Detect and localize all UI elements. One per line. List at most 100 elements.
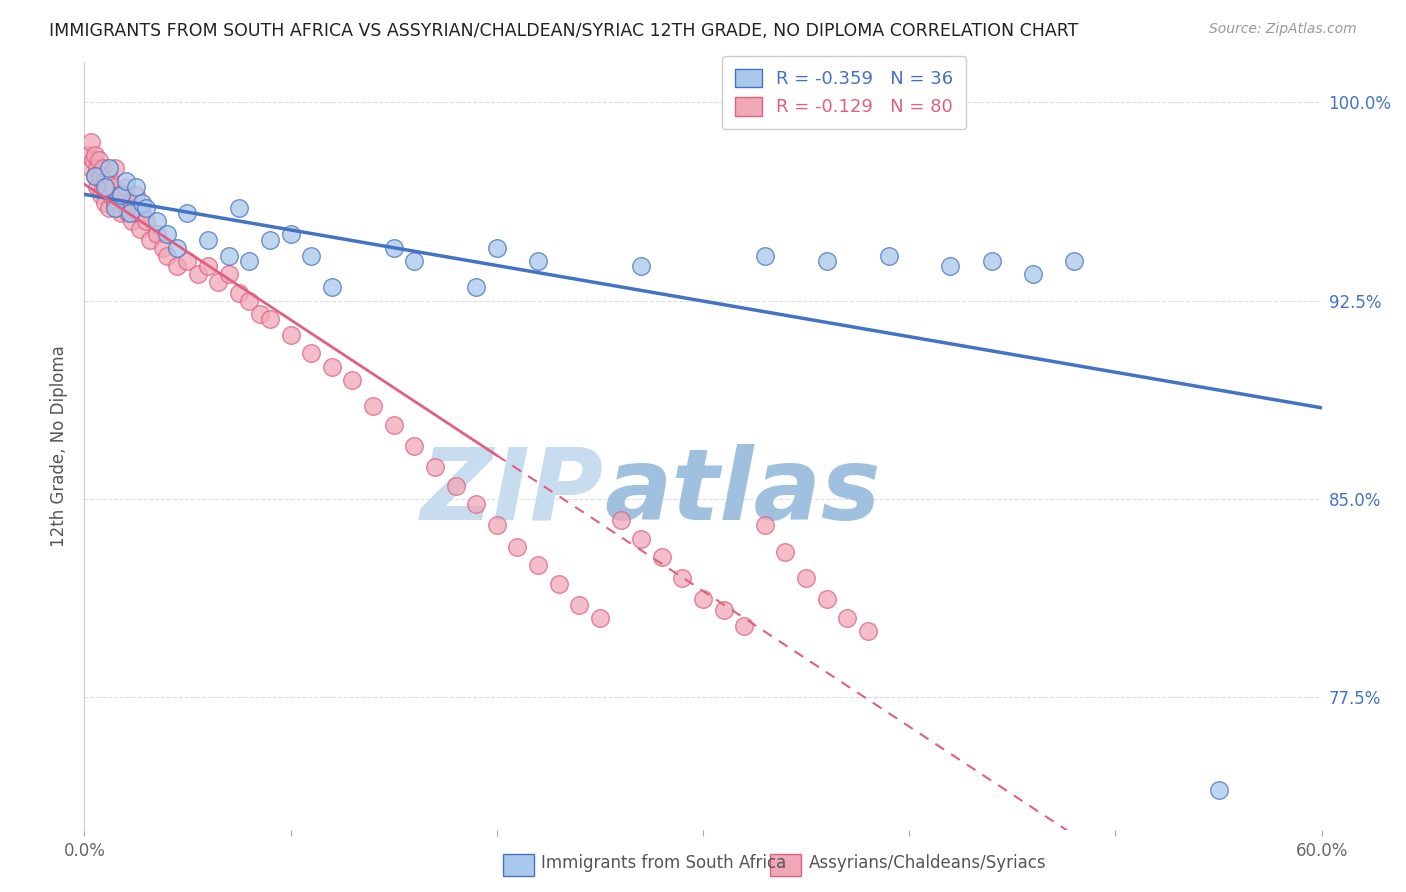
Point	[118, 206, 141, 220]
Point	[197, 259, 219, 273]
Point	[166, 259, 188, 273]
Point	[423, 460, 446, 475]
Point	[1063, 253, 1085, 268]
Point	[218, 267, 240, 281]
Point	[259, 233, 281, 247]
Point	[187, 267, 209, 281]
Point	[404, 439, 426, 453]
Point	[176, 253, 198, 268]
Point	[238, 293, 260, 308]
Point	[110, 206, 132, 220]
Point	[114, 174, 136, 188]
Point	[609, 513, 631, 527]
Point	[630, 532, 652, 546]
Point	[568, 598, 591, 612]
Point	[1208, 783, 1230, 797]
Y-axis label: 12th Grade, No Diploma: 12th Grade, No Diploma	[51, 345, 69, 547]
Point	[87, 169, 110, 184]
Point	[94, 195, 117, 210]
Point	[980, 253, 1002, 268]
Point	[91, 179, 114, 194]
Point	[98, 161, 121, 176]
Point	[79, 135, 101, 149]
Point	[91, 161, 114, 176]
Point	[83, 169, 105, 184]
Point	[94, 179, 117, 194]
Point	[108, 187, 131, 202]
Point	[259, 312, 281, 326]
Point	[877, 248, 900, 262]
Text: Immigrants from South Africa: Immigrants from South Africa	[541, 855, 786, 872]
Point	[104, 201, 127, 215]
Point	[125, 179, 148, 194]
Point	[90, 169, 112, 184]
Point	[692, 592, 714, 607]
Point	[465, 497, 488, 511]
Point	[156, 248, 179, 262]
Point	[122, 201, 145, 215]
Point	[218, 248, 240, 262]
Point	[321, 359, 343, 374]
Point	[135, 201, 157, 215]
Point	[589, 611, 612, 625]
Point	[837, 611, 859, 625]
Point	[145, 214, 167, 228]
Point	[342, 373, 364, 387]
Point	[382, 417, 405, 432]
Point	[77, 148, 100, 162]
Point	[547, 576, 569, 591]
Point	[815, 592, 838, 607]
Point	[404, 253, 426, 268]
Point	[94, 174, 117, 188]
Point	[103, 179, 125, 194]
Point	[131, 206, 153, 220]
Point	[299, 346, 322, 360]
Text: IMMIGRANTS FROM SOUTH AFRICA VS ASSYRIAN/CHALDEAN/SYRIAC 12TH GRADE, NO DIPLOMA : IMMIGRANTS FROM SOUTH AFRICA VS ASSYRIAN…	[49, 22, 1078, 40]
Point	[280, 327, 302, 342]
Point	[299, 248, 322, 262]
Point	[713, 603, 735, 617]
Point	[249, 307, 271, 321]
Point	[156, 227, 179, 242]
Point	[83, 148, 105, 162]
Point	[117, 206, 139, 220]
Point	[86, 179, 108, 194]
Point	[754, 518, 776, 533]
Point	[125, 187, 148, 202]
Point	[135, 214, 157, 228]
Point	[112, 195, 135, 210]
Point	[382, 241, 405, 255]
Point	[361, 400, 384, 414]
Point	[207, 275, 229, 289]
Point	[506, 540, 529, 554]
Point	[110, 187, 132, 202]
Point	[176, 206, 198, 220]
Point	[90, 187, 112, 202]
Point	[121, 214, 143, 228]
Point	[104, 161, 127, 176]
Point	[114, 179, 136, 194]
Point	[166, 241, 188, 255]
Point	[98, 169, 121, 184]
Point	[485, 241, 508, 255]
Point	[100, 187, 122, 202]
Point	[104, 195, 127, 210]
Text: ZIP: ZIP	[420, 443, 605, 541]
Point	[129, 222, 152, 236]
Point	[794, 571, 817, 585]
Text: Assyrians/Chaldeans/Syriacs: Assyrians/Chaldeans/Syriacs	[808, 855, 1046, 872]
Point	[527, 253, 550, 268]
Point	[444, 478, 467, 492]
Point	[485, 518, 508, 533]
Point	[131, 195, 153, 210]
Point	[280, 227, 302, 242]
Point	[83, 169, 105, 184]
Point	[939, 259, 962, 273]
Point	[197, 233, 219, 247]
Point	[127, 206, 149, 220]
Point	[465, 280, 488, 294]
Point	[754, 248, 776, 262]
Point	[733, 619, 755, 633]
Point	[228, 201, 250, 215]
Point	[118, 195, 141, 210]
